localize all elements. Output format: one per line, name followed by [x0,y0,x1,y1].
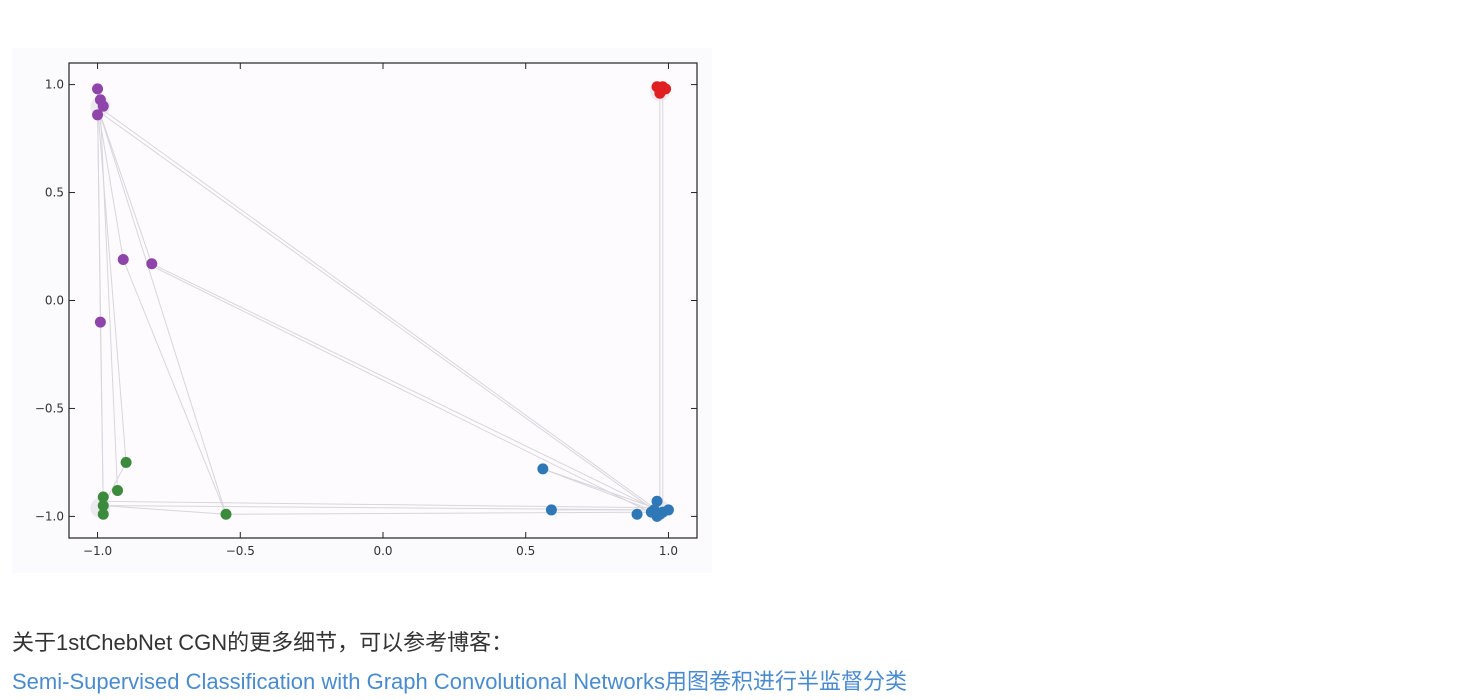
y-tick-label: 1.0 [45,78,64,92]
data-point [97,500,109,512]
data-point [92,83,104,95]
data-point [94,316,106,328]
graph-edge [151,263,658,511]
x-tick-label: 0.0 [373,544,392,558]
data-point [120,456,132,468]
y-tick-label: −0.5 [35,401,64,415]
scatter-chart: −1.0 −0.5 0.0 0.5 1.0 1.0 0.5 0.0 −0.5 −1.0 [35,62,698,558]
data-point [97,100,109,112]
data-point [660,83,672,95]
graph-edge [100,112,661,515]
data-point [631,508,643,520]
data-point [97,508,109,520]
graph-edge [225,511,658,515]
data-point [117,253,129,265]
data-point [220,508,232,520]
graph-edge [97,106,153,264]
data-point [645,506,657,518]
blog-link[interactable]: Semi-Supervised Classification with Grap… [12,669,907,694]
graph-edge [97,106,101,323]
data-point [112,485,124,496]
graph-edge [97,106,124,260]
data-point [651,495,663,507]
graph-edge [103,500,655,509]
y-tick-label: 0.0 [45,294,64,308]
data-point [537,463,549,475]
graph-edge [99,322,104,506]
article-caption: 关于1stChebNet CGN的更多细节，可以参考博客： [12,630,514,655]
graph-edge [97,106,127,463]
x-tick-label: −1.0 [83,544,112,558]
graph-edge [99,110,119,491]
y-tick-label: 0.5 [45,186,64,200]
data-point [146,258,158,270]
x-tick-label: 1.0 [659,544,678,558]
data-point [97,491,109,503]
graph-edge [103,505,658,511]
graph-edge [122,259,227,515]
data-point [545,504,557,516]
x-tick-label: −0.5 [226,544,255,558]
graph-edge [542,468,655,509]
data-point [92,109,104,121]
plot-area [69,63,697,538]
graph-edge [542,468,658,513]
graph-scatter-figure: −1.0 −0.5 0.0 0.5 1.0 1.0 0.5 0.0 −0.5 −1.0 [12,48,712,573]
x-tick-label: 0.5 [516,544,535,558]
graph-edge [151,265,655,515]
graph-edge [103,505,227,515]
data-point [657,506,669,518]
graph-edge [97,105,658,511]
y-tick-label: −1.0 [35,509,64,523]
graph-edge [97,106,227,515]
